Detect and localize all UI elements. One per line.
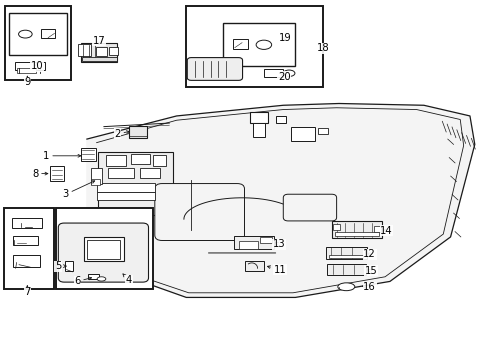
Text: 1: 1: [43, 151, 81, 161]
Ellipse shape: [19, 30, 32, 38]
Bar: [91, 168, 102, 184]
Bar: [264, 69, 283, 77]
Bar: [326, 264, 365, 275]
Bar: [334, 232, 378, 236]
Bar: [78, 44, 91, 56]
Bar: [97, 183, 155, 192]
Bar: [232, 40, 248, 49]
Bar: [153, 155, 166, 166]
Bar: [4, 6, 71, 80]
Bar: [329, 255, 363, 258]
Bar: [81, 43, 117, 62]
Bar: [252, 123, 264, 137]
Text: 10: 10: [31, 61, 43, 71]
FancyBboxPatch shape: [283, 194, 336, 221]
Bar: [318, 128, 327, 134]
Bar: [91, 179, 100, 185]
Bar: [84, 237, 123, 261]
Text: 6: 6: [74, 276, 91, 287]
Bar: [331, 221, 382, 238]
Text: 18: 18: [317, 43, 329, 53]
Text: 7: 7: [24, 286, 30, 297]
Bar: [81, 57, 116, 61]
Bar: [140, 167, 160, 178]
Text: 11: 11: [267, 265, 286, 275]
Bar: [65, 261, 73, 271]
Text: 17: 17: [93, 36, 105, 45]
Ellipse shape: [97, 277, 105, 281]
Text: 8: 8: [32, 168, 48, 179]
Text: 5: 5: [55, 261, 66, 271]
Bar: [275, 116, 285, 123]
Ellipse shape: [337, 283, 354, 291]
Bar: [3, 208, 54, 288]
Text: 9: 9: [24, 76, 30, 87]
Bar: [234, 235, 273, 249]
Text: 3: 3: [62, 181, 95, 199]
Bar: [108, 47, 118, 55]
Ellipse shape: [283, 70, 294, 76]
Bar: [13, 256, 40, 267]
Bar: [130, 154, 150, 164]
Bar: [98, 152, 173, 215]
Bar: [239, 241, 257, 249]
Bar: [97, 192, 155, 201]
Bar: [244, 261, 264, 271]
Bar: [290, 127, 314, 140]
Bar: [50, 166, 63, 181]
Bar: [12, 218, 42, 228]
FancyBboxPatch shape: [187, 58, 242, 80]
Bar: [222, 23, 295, 66]
Bar: [9, 13, 66, 55]
Bar: [249, 112, 268, 123]
Text: 2: 2: [114, 129, 129, 139]
Text: 4: 4: [122, 274, 132, 285]
Polygon shape: [87, 103, 474, 297]
Bar: [41, 29, 55, 38]
Text: 16: 16: [362, 283, 375, 292]
Text: 15: 15: [364, 266, 377, 276]
Bar: [128, 126, 147, 138]
Text: 14: 14: [380, 225, 392, 235]
Text: 13: 13: [272, 239, 285, 249]
Text: 12: 12: [363, 249, 375, 259]
Bar: [373, 226, 381, 232]
Bar: [260, 237, 272, 243]
Bar: [107, 167, 134, 178]
Bar: [186, 6, 323, 87]
Text: 19: 19: [279, 33, 291, 43]
Bar: [81, 148, 96, 161]
Bar: [17, 68, 36, 72]
Bar: [325, 247, 366, 259]
FancyBboxPatch shape: [155, 184, 244, 240]
Bar: [332, 224, 340, 230]
Ellipse shape: [256, 40, 271, 49]
Bar: [88, 274, 99, 279]
Text: 20: 20: [277, 72, 290, 82]
Bar: [105, 155, 126, 166]
Bar: [56, 208, 153, 288]
Bar: [87, 240, 120, 259]
FancyBboxPatch shape: [58, 223, 148, 282]
Bar: [13, 236, 38, 245]
Bar: [96, 47, 106, 56]
Bar: [15, 62, 45, 70]
